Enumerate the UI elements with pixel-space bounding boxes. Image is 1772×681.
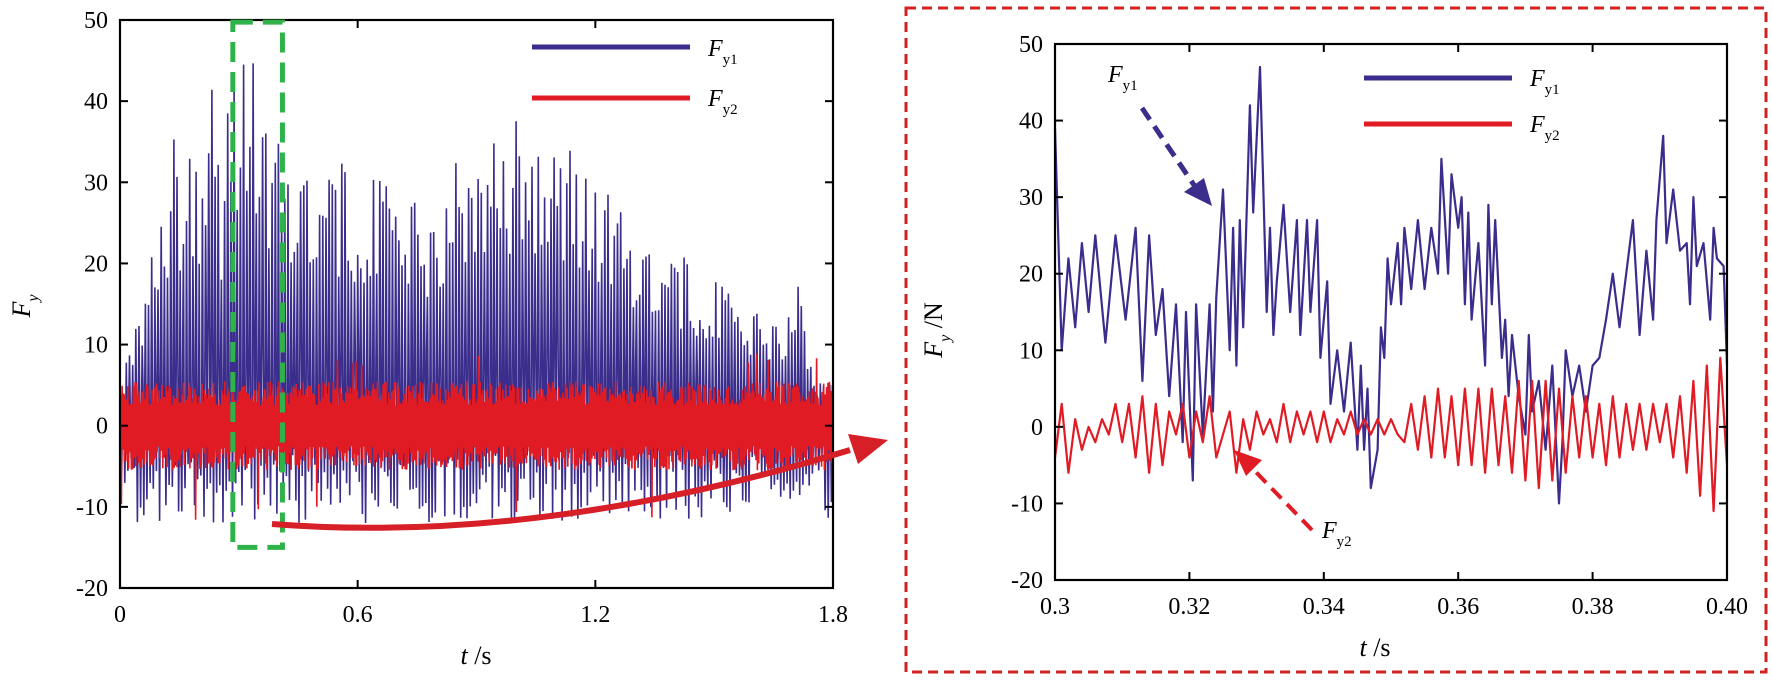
right-xtick-label-5: 0.40	[1706, 594, 1748, 620]
left-ytick-label-6: 40	[84, 89, 108, 115]
left-ytick-label-4: 20	[84, 251, 108, 277]
right-ytick-label-0: -20	[1011, 568, 1043, 594]
annotation-fy1-label: Fy1	[1107, 62, 1138, 94]
zoom-panel-frame	[904, 6, 1768, 674]
right-series-fy1	[1053, 65, 1729, 505]
left-ytick-label-5: 30	[84, 170, 108, 196]
annotation-fy1: Fy1	[1107, 62, 1212, 206]
left-chart: 0 0.6 1.2 1.8 -20 -10 0 10 20 30 40 50 t /s Fy Fy1 …	[7, 8, 848, 670]
left-axis-ticks: 0 0.6 1.2 1.8 -20 -10 0 10 20 30 40 50	[76, 8, 848, 628]
right-line-fy2	[1053, 356, 1729, 513]
annotation-fy2: Fy2	[1234, 450, 1352, 550]
right-ytick-label-1: -10	[1011, 491, 1043, 517]
left-xtick-label-3: 1.8	[818, 602, 848, 628]
right-ytick-label-7: 50	[1019, 32, 1043, 58]
left-line-fy2	[119, 353, 834, 520]
right-y-label: Fy /N	[919, 302, 954, 359]
left-xtick-label-2: 1.2	[580, 602, 610, 628]
right-xtick-label-1: 0.32	[1168, 594, 1210, 620]
right-xtick-label-0: 0.3	[1040, 594, 1070, 620]
right-x-label: t /s	[1359, 633, 1390, 662]
left-legend-fy1-label: Fy1	[707, 36, 738, 68]
right-xtick-label-2: 0.34	[1303, 594, 1345, 620]
left-ytick-label-1: -10	[76, 495, 108, 521]
left-y-label: Fy	[7, 294, 42, 319]
left-legend: Fy1 Fy2	[532, 36, 738, 118]
right-series-fy2	[1053, 356, 1729, 513]
right-legend-fy1-label: Fy1	[1529, 66, 1560, 98]
annotation-fy1-arrowhead	[1184, 178, 1212, 206]
annotation-fy1-arrow-line	[1139, 106, 1199, 190]
right-ytick-label-4: 20	[1019, 262, 1043, 288]
left-line-fy1	[119, 63, 834, 524]
right-ytick-label-5: 30	[1019, 185, 1043, 211]
zoom-arrow-curve	[271, 447, 851, 531]
annotation-fy2-arrowhead	[1234, 450, 1262, 476]
zoom-arrow-head	[848, 434, 888, 464]
left-ytick-label-2: 0	[96, 414, 108, 440]
left-series-fy1	[119, 63, 834, 524]
annotation-fy2-arrow-line	[1248, 464, 1314, 532]
left-x-label: t /s	[460, 641, 491, 670]
annotation-fy2-label: Fy2	[1321, 518, 1352, 550]
left-ytick-label-3: 10	[84, 333, 108, 359]
left-xtick-label-1: 0.6	[343, 602, 373, 628]
right-ytick-label-3: 10	[1019, 338, 1043, 364]
right-xtick-label-4: 0.38	[1572, 594, 1614, 620]
right-legend: Fy1 Fy2	[1364, 66, 1560, 144]
highlight-window-box	[230, 19, 285, 550]
left-ytick-label-0: -20	[76, 576, 108, 602]
zoom-arrow	[271, 434, 888, 531]
right-xtick-label-3: 0.36	[1437, 594, 1479, 620]
right-axis-ticks: 0.3 0.32 0.34 0.36 0.38 0.40 -20 -10 0 10 20 30 40 50	[1011, 32, 1748, 620]
left-ytick-label-7: 50	[84, 8, 108, 34]
right-line-fy1	[1053, 65, 1729, 505]
right-plot-frame	[1053, 42, 1729, 582]
left-legend-fy2-label: Fy2	[707, 86, 738, 118]
right-ytick-label-2: 0	[1031, 415, 1043, 441]
right-legend-fy2-label: Fy2	[1529, 112, 1560, 144]
left-series-fy2	[119, 353, 834, 520]
left-plot-frame	[118, 18, 835, 590]
right-ytick-label-6: 40	[1019, 109, 1043, 135]
right-chart: 0.3 0.32 0.34 0.36 0.38 0.40 -20 -10 0 10 20 30 40 50…	[919, 32, 1748, 662]
left-xtick-label-0: 0	[114, 602, 126, 628]
